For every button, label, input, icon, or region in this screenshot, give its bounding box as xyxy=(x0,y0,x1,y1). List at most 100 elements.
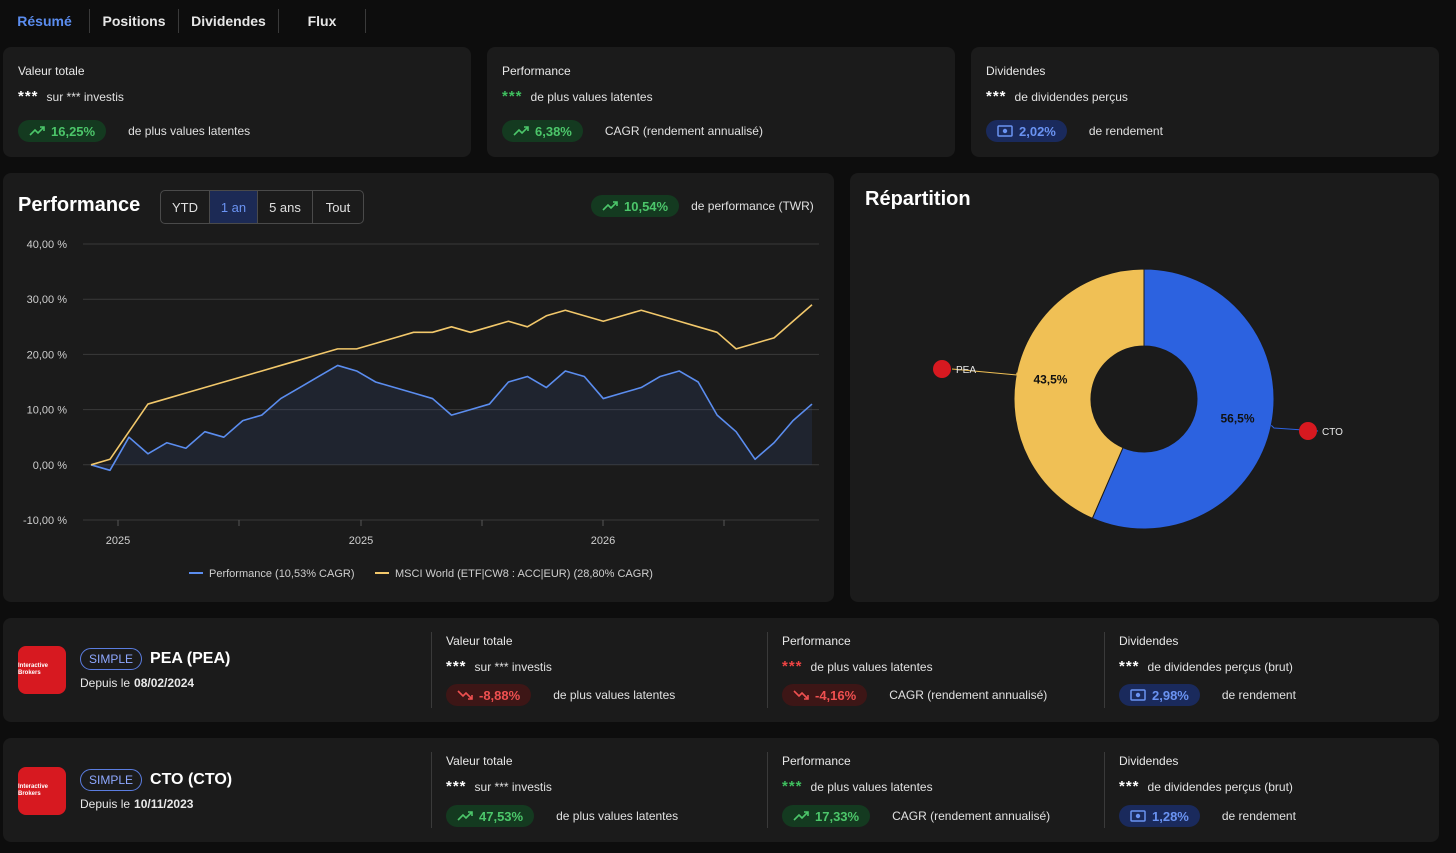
yield-pill: 1,28% xyxy=(1119,805,1200,827)
since-date: 08/02/2024 xyxy=(134,676,195,690)
divider xyxy=(431,752,432,828)
col-title: Performance xyxy=(782,634,851,648)
pill-caption: de rendement xyxy=(1221,809,1296,823)
yield-pill: 2,98% xyxy=(1119,684,1200,706)
summary-perf-card: Performance *** de plus values latentes 6… xyxy=(487,47,955,157)
hidden-value: *** xyxy=(782,778,803,795)
legend-label: Performance (10,53% CAGR) xyxy=(209,568,355,580)
trend-down-icon xyxy=(457,690,473,700)
repartition-donut-chart: 56,5% 43,5% CTO PEA xyxy=(933,268,1343,530)
summary-value-card: Valeur totale *** sur *** investis 16,25%… xyxy=(3,47,471,157)
y-tick-label: 10,00 % xyxy=(27,405,68,417)
trend-up-icon xyxy=(457,811,473,821)
hidden-value: *** xyxy=(1119,778,1140,795)
panel-title: Performance xyxy=(18,194,141,216)
slice-name-label: PEA xyxy=(956,365,976,376)
tab-positions[interactable]: Positions xyxy=(90,9,179,33)
cash-icon xyxy=(997,125,1013,137)
x-tick-label: 2025 xyxy=(106,535,130,547)
account-row-pea[interactable]: Interactive Brokers SIMPLE PEA (PEA) Depu… xyxy=(3,618,1439,722)
twr-pill: 10,54% xyxy=(591,195,680,217)
slice-value-label: 56,5% xyxy=(1221,411,1255,425)
card-sub: sur *** investis xyxy=(46,89,124,104)
trend-up-icon xyxy=(29,126,45,136)
col-title: Dividendes xyxy=(1119,634,1179,648)
range-ytd[interactable]: YTD xyxy=(161,191,210,223)
card-title: Performance xyxy=(502,64,571,78)
y-tick-label: 0,00 % xyxy=(33,460,67,472)
y-tick-label: 40,00 % xyxy=(27,239,68,251)
range-5y[interactable]: 5 ans xyxy=(258,191,313,223)
performance-line-chart: 40,00 % 30,00 % 20,00 % 10,00 % 0,00 % -10,00… xyxy=(23,239,819,580)
pill-caption: CAGR (rendement annualisé) xyxy=(604,124,763,138)
cash-icon xyxy=(1130,689,1146,701)
interactive-brokers-logo-icon xyxy=(1299,422,1317,440)
performance-area xyxy=(91,365,812,471)
card-sub: de dividendes perçus xyxy=(1014,89,1128,104)
divider xyxy=(1104,752,1105,828)
hidden-value: *** xyxy=(1119,658,1140,675)
account-type-badge: SIMPLE xyxy=(80,769,143,791)
col-title: Performance xyxy=(782,754,851,768)
donut-slice-cto xyxy=(1091,268,1275,530)
account-name: PEA (PEA) xyxy=(150,650,231,667)
interactive-brokers-logo-icon xyxy=(933,360,951,378)
col-sub: de dividendes perçus (brut) xyxy=(1147,779,1293,794)
slice-value-label: 43,5% xyxy=(1033,373,1067,387)
account-name: CTO (CTO) xyxy=(150,771,233,788)
col-title: Valeur totale xyxy=(446,754,513,768)
divider xyxy=(767,632,768,708)
divider xyxy=(431,632,432,708)
divider xyxy=(1104,632,1105,708)
trend-up-icon xyxy=(602,201,618,211)
tab-resume[interactable]: Résumé xyxy=(0,9,90,33)
since-date: 10/11/2023 xyxy=(134,797,194,811)
hidden-value: *** xyxy=(18,88,39,105)
col-sub: sur *** investis xyxy=(474,779,552,794)
hidden-value: *** xyxy=(502,88,523,105)
twr-caption: de performance (TWR) xyxy=(691,199,814,213)
cash-icon xyxy=(1130,810,1146,822)
pill-caption: de plus values latentes xyxy=(553,688,676,702)
col-title: Dividendes xyxy=(1119,754,1179,768)
y-tick-label: -10,00 % xyxy=(23,515,67,527)
tab-flux[interactable]: Flux xyxy=(279,9,366,33)
series-line-0 xyxy=(90,364,813,472)
gain-pill: 6,38% xyxy=(502,120,583,142)
gain-pill: 17,33% xyxy=(782,805,871,827)
summary-div-card: Dividendes *** de dividendes perçus 2,02%… xyxy=(971,47,1439,157)
trend-up-icon xyxy=(793,811,809,821)
hidden-value: *** xyxy=(986,88,1007,105)
panel-title: Répartition xyxy=(865,188,971,210)
col-sub: de plus values latentes xyxy=(810,779,933,794)
range-selector: YTD 1 an 5 ans Tout xyxy=(160,190,364,224)
series-line-1 xyxy=(90,304,813,466)
x-tick-label: 2025 xyxy=(349,535,373,547)
hidden-value: *** xyxy=(446,658,467,675)
y-tick-label: 20,00 % xyxy=(27,349,68,361)
legend-label: MSCI World (ETF|CW8 : ACC|EUR) (28,80% C… xyxy=(395,568,653,580)
since-label: Depuis le xyxy=(80,676,131,690)
x-tick-label: 2026 xyxy=(591,535,615,547)
tab-bar: Résumé Positions Dividendes Flux xyxy=(0,0,1456,42)
performance-panel: Performance YTD 1 an 5 ans Tout 10,54% d… xyxy=(3,173,834,602)
tab-dividendes[interactable]: Dividendes xyxy=(179,9,279,33)
trend-down-icon xyxy=(793,690,809,700)
loss-pill: -8,88% xyxy=(446,684,532,706)
pill-caption: CAGR (rendement annualisé) xyxy=(889,688,1048,702)
trend-up-icon xyxy=(513,126,529,136)
range-all[interactable]: Tout xyxy=(325,199,351,215)
divider xyxy=(767,752,768,828)
col-sub: de plus values latentes xyxy=(810,659,933,674)
slice-name-label: CTO xyxy=(1322,427,1343,438)
pill-caption: de rendement xyxy=(1221,688,1296,702)
account-row-cto[interactable]: Interactive Brokers SIMPLE CTO (CTO) Depu… xyxy=(3,738,1439,842)
repartition-panel: Répartition 56,5% 43,5% CTO PEA xyxy=(850,173,1439,602)
col-sub: de dividendes perçus (brut) xyxy=(1147,659,1293,674)
gain-pill: 47,53% xyxy=(446,805,535,827)
card-sub: de plus values latentes xyxy=(530,89,653,104)
card-title: Valeur totale xyxy=(18,64,85,78)
slice-connector xyxy=(951,368,1018,376)
yield-pill: 2,02% xyxy=(986,120,1067,142)
range-1y[interactable]: 1 an xyxy=(210,191,258,223)
